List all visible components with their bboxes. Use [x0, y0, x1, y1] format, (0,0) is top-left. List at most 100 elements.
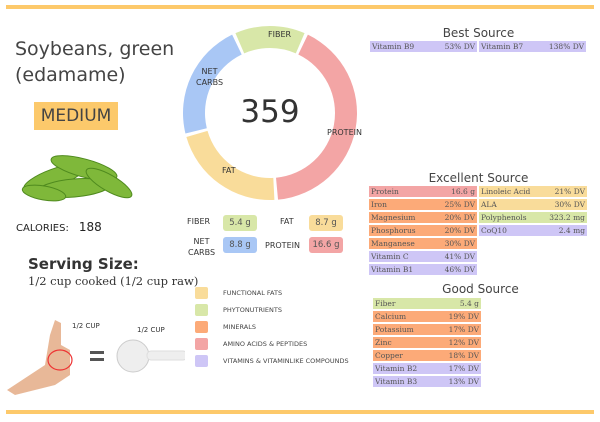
nutrient-value: 30% DV: [444, 239, 475, 248]
excellent-source-row: Linoleic Acid 21% DV: [479, 186, 587, 197]
protein-value: 16.6 g: [309, 237, 343, 253]
legend-label: MINERALS: [223, 322, 256, 331]
nutrient-value: 20% DV: [444, 213, 475, 222]
serving-size-value: 1/2 cup cooked (1/2 cup raw): [28, 274, 199, 288]
nutrient-value: 41% DV: [444, 252, 475, 261]
nutrient-value: 18% DV: [448, 351, 479, 360]
donut-segment-fiber: [235, 25, 305, 54]
title-line-1: Soybeans, green: [15, 38, 175, 60]
legend-swatch: [195, 337, 208, 350]
best-source-row: Vitamin B9 53% DV: [370, 41, 477, 52]
nutrient-name: Calcium: [375, 312, 407, 321]
excellent-source-row: Manganese 30% DV: [369, 238, 477, 249]
legend-item: FUNCTIONAL FATS: [195, 284, 349, 301]
excellent-source-row: Polyphenols 323.2 mg: [479, 212, 587, 223]
fiber-value: 5.4 g: [223, 215, 257, 231]
excellent-source-row: Protein 16.6 g: [369, 186, 477, 197]
calories: CALORIES: 188: [16, 220, 102, 234]
nutrient-name: Potassium: [375, 325, 414, 334]
nutrient-name: Vitamin B3: [375, 377, 418, 386]
nutrient-name: Vitamin B2: [375, 364, 418, 373]
donut-segment-fat: [186, 130, 275, 200]
legend-label: FUNCTIONAL FATS: [223, 288, 283, 297]
legend-swatch: [195, 286, 208, 299]
highlight-circle: [47, 349, 73, 371]
nutrient-name: Vitamin C: [371, 252, 409, 261]
level-badge: MEDIUM: [34, 102, 118, 130]
nutrient-name: ALA: [481, 200, 497, 209]
nutrient-name: Fiber: [375, 299, 396, 308]
nutrient-value: 2.4 mg: [558, 226, 585, 235]
legend-label: PHYTONUTRIENTS: [223, 305, 282, 314]
measuring-cup-icon: [116, 339, 150, 373]
bottom-accent-bar: [6, 410, 594, 414]
nutrient-value: 138% DV: [548, 42, 584, 51]
title-line-2: (edamame): [15, 64, 126, 86]
nutrient-name: Magnesium: [371, 213, 416, 222]
nutrient-value: 21% DV: [554, 187, 585, 196]
protein-label: PROTEIN: [265, 241, 300, 250]
legend-swatch: [195, 320, 208, 333]
nutrient-value: 19% DV: [448, 312, 479, 321]
fat-label: FAT: [280, 217, 294, 226]
excellent-source-row: CoQ10 2.4 mg: [479, 225, 587, 236]
serving-size-label: Serving Size:: [28, 255, 139, 273]
category-legend: FUNCTIONAL FATS PHYTONUTRIENTS MINERALS AMI…: [195, 284, 349, 369]
nutrient-value: 53% DV: [444, 42, 475, 51]
nutrient-name: Iron: [371, 200, 387, 209]
nutrient-name: Vitamin B1: [371, 265, 414, 274]
nutrient-name: Manganese: [371, 239, 415, 248]
nutrient-value: 13% DV: [448, 377, 479, 386]
nutrient-value: 46% DV: [444, 265, 475, 274]
fat-value: 8.7 g: [309, 215, 343, 231]
legend-label: VITAMINS & VITAMINLIKE COMPOUNDS: [223, 356, 349, 365]
nutrient-value: 25% DV: [444, 200, 475, 209]
good-source-title: Good Source: [442, 282, 519, 296]
top-accent-bar: [6, 5, 594, 9]
donut-center-value: 359: [240, 94, 300, 130]
nutrient-name: Vitamin B7: [481, 42, 524, 51]
nutrient-name: CoQ10: [481, 226, 507, 235]
good-source-row: Copper 18% DV: [373, 350, 481, 361]
nutrient-value: 17% DV: [448, 325, 479, 334]
nutrient-value: 323.2 mg: [549, 213, 585, 222]
nutrient-value: 20% DV: [444, 226, 475, 235]
excellent-source-row: Iron 25% DV: [369, 199, 477, 210]
nutrient-name: Zinc: [375, 338, 392, 347]
donut-label-protein: PROTEIN: [327, 128, 362, 137]
equals-sign: [90, 358, 104, 361]
excellent-source-row: ALA 30% DV: [479, 199, 587, 210]
nutrient-value: 16.6 g: [451, 187, 475, 196]
calories-value: 188: [78, 220, 102, 234]
nutrient-name: Protein: [371, 187, 399, 196]
legend-item: VITAMINS & VITAMINLIKE COMPOUNDS: [195, 352, 349, 369]
nutrient-value: 17% DV: [448, 364, 479, 373]
best-source-title: Best Source: [442, 26, 515, 40]
macro-donut-chart: [183, 25, 357, 200]
serving-illustration: [7, 320, 185, 395]
good-source-row: Calcium 19% DV: [373, 311, 481, 322]
net-carbs-value: 8.8 g: [223, 237, 257, 253]
calories-label: CALORIES:: [16, 223, 69, 234]
legend-swatch: [195, 303, 208, 316]
donut-segment-net-carbs: [183, 34, 242, 134]
donut-label-net-carbs: NET CARBS: [196, 67, 224, 87]
donut-label-fiber: FIBER: [268, 30, 292, 39]
good-source-row: Fiber 5.4 g: [373, 298, 481, 309]
nutrient-name: Vitamin B9: [372, 42, 415, 51]
food-title: Soybeans, green (edamame): [15, 36, 174, 88]
nutrient-value: 5.4 g: [459, 299, 479, 308]
excellent-source-row: Vitamin C 41% DV: [369, 251, 477, 262]
legend-item: MINERALS: [195, 318, 349, 335]
donut-label-fat: FAT: [222, 166, 236, 175]
excellent-source-title: Excellent Source: [428, 171, 529, 185]
excellent-source-row: Phosphorus 20% DV: [369, 225, 477, 236]
nutrient-name: Phosphorus: [371, 226, 416, 235]
legend-item: PHYTONUTRIENTS: [195, 301, 349, 318]
good-source-row: Potassium 17% DV: [373, 324, 481, 335]
legend-label: AMINO ACIDS & PEPTIDES: [223, 339, 308, 348]
good-source-row: Zinc 12% DV: [373, 337, 481, 348]
nutrient-name: Copper: [375, 351, 403, 360]
thumbs-up-hand-icon: [7, 320, 70, 395]
